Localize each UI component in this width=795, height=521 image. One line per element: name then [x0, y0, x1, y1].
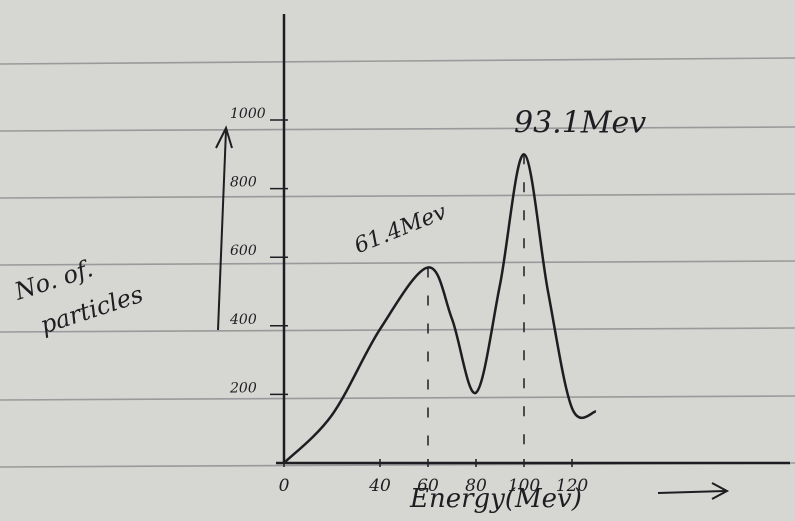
x-tick-label: 0: [279, 476, 290, 496]
peak-annotation: 61.4Mev: [351, 199, 451, 259]
x-tick-label: 40: [368, 476, 391, 496]
peak-annotation: 93.1Mev: [514, 105, 646, 140]
ruled-line: [0, 193, 795, 199]
ruled-line: [0, 395, 795, 401]
y-tick-label: 1000: [230, 106, 266, 122]
x-arrow-head: [711, 482, 730, 500]
y-arrow: [217, 129, 227, 331]
y-tick-label: 600: [230, 243, 257, 259]
y-tick-label: 200: [229, 380, 257, 396]
y-axis-label: No. of.particles: [10, 242, 146, 344]
notebook-lines: [0, 57, 795, 468]
x-tick-label: 80: [465, 476, 487, 496]
x-tick-label: 100: [508, 476, 541, 496]
ruled-line: [0, 126, 795, 132]
y-arrow-head: [215, 125, 233, 149]
x-tick-label: 120: [556, 476, 589, 496]
x-arrow: [657, 490, 726, 494]
data-line: [283, 153, 597, 464]
x-axis-label: Energy(Mev): [409, 484, 582, 514]
x-tick-label: 60: [417, 476, 439, 496]
ruled-line: [0, 260, 795, 266]
ruled-line: [0, 327, 795, 333]
y-tick-label: 400: [229, 312, 257, 328]
ruled-line: [0, 57, 795, 65]
y-tick-label: 800: [230, 175, 257, 191]
